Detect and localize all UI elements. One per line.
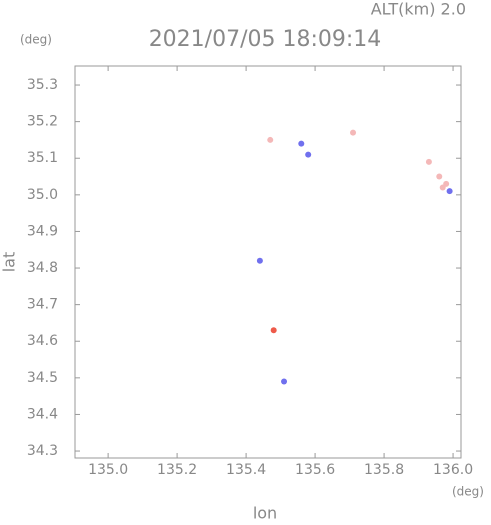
- y-tick-label: 34.5: [27, 370, 58, 386]
- y-unit: (deg): [20, 33, 52, 47]
- x-unit: (deg): [452, 485, 484, 499]
- x-tick-label: 135.8: [364, 462, 404, 478]
- echo-point: [350, 129, 357, 136]
- x-tick-label: 135.0: [88, 462, 128, 478]
- plot-frame: [74, 65, 462, 459]
- x-tick-label: 135.2: [157, 462, 197, 478]
- echo-point: [446, 188, 453, 195]
- x-tick-label: 136.0: [433, 462, 473, 478]
- y-tick-label: 35.2: [27, 114, 58, 130]
- y-tick-label: 35.1: [27, 150, 58, 166]
- y-tick-label: 34.8: [27, 260, 58, 276]
- y-tick-label: 34.9: [27, 223, 58, 239]
- echo-point: [298, 140, 305, 147]
- x-axis-label: lon: [253, 504, 277, 522]
- y-tick-label: 35.0: [27, 187, 58, 203]
- echo-point: [267, 136, 274, 143]
- altitude-label: ALT(km) 2.0: [371, 0, 466, 19]
- echo-point: [443, 180, 450, 187]
- chart-title: 2021/07/05 18:09:14: [149, 27, 382, 52]
- y-tick-label: 34.7: [27, 297, 58, 313]
- echo-point: [256, 257, 263, 264]
- y-tick-label: 34.6: [27, 333, 58, 349]
- x-tick-label: 135.4: [226, 462, 266, 478]
- y-axis-label: lat: [0, 252, 19, 273]
- echo-point: [270, 327, 277, 334]
- echo-point: [436, 173, 443, 180]
- echo-point: [281, 378, 288, 385]
- y-tick-label: 34.4: [27, 406, 58, 422]
- y-tick-label: 35.3: [27, 77, 58, 93]
- x-tick-label: 135.6: [295, 462, 335, 478]
- echo-point: [305, 151, 312, 158]
- echo-point: [425, 158, 432, 165]
- y-tick-label: 34.3: [27, 443, 58, 459]
